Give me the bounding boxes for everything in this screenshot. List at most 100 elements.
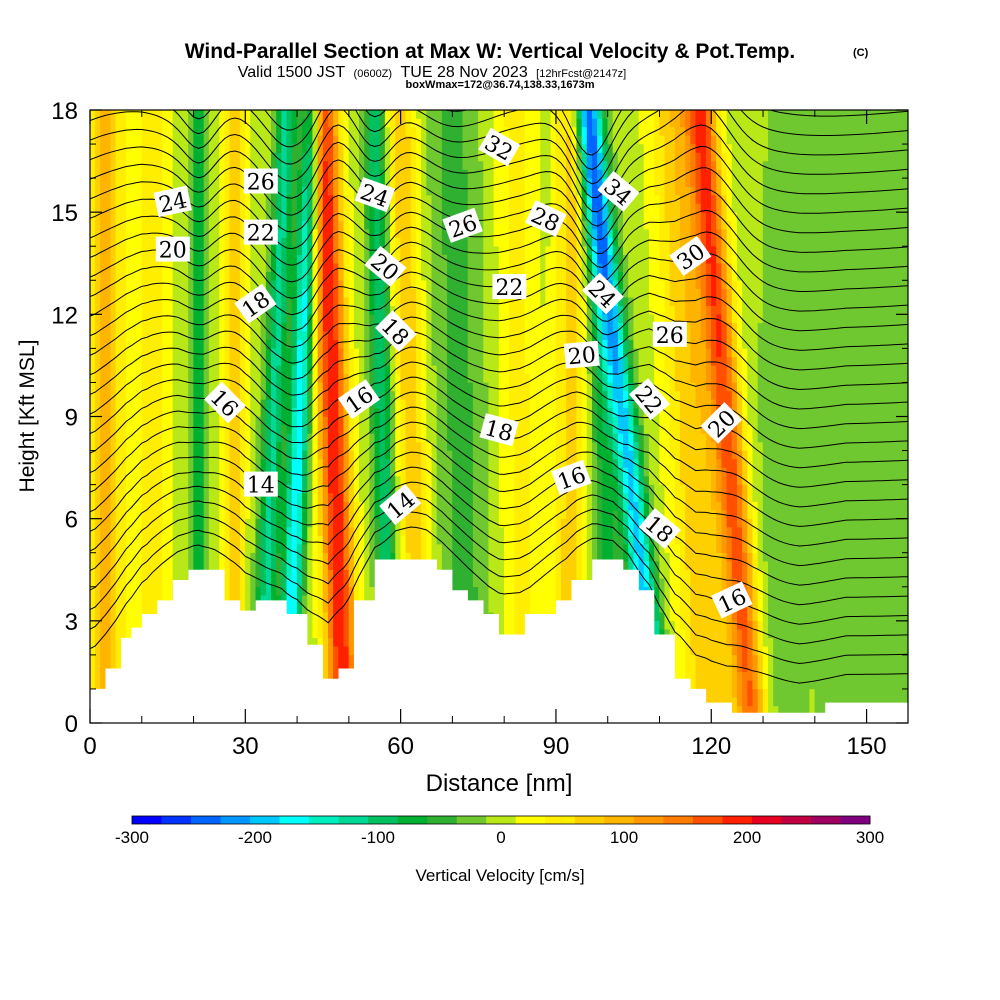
theta-contour-line [90, 241, 908, 312]
colorbar-tick-label: -100 [361, 828, 395, 847]
theta-label-box [581, 272, 624, 315]
theta-contour-line [90, 436, 908, 567]
theta-label-box [638, 508, 681, 550]
theta-label-box [628, 378, 670, 421]
chart-title: Wind-Parallel Section at Max W: Vertical… [185, 40, 796, 63]
colorbar-tick-label: 300 [856, 828, 884, 847]
colorbar-swatch [338, 816, 369, 824]
theta-contour-line [90, 496, 908, 645]
x-tick-label: 90 [543, 733, 570, 760]
x-tick-label: 60 [387, 733, 414, 760]
y-tick-label: 12 [51, 302, 78, 329]
valid-time-jst: Valid 1500 JST [238, 64, 346, 81]
colorbar-swatch [191, 816, 221, 824]
colorbar-swatch [604, 816, 635, 824]
box-wmax-line: boxWmax=172@36.74,138.33,1673m [406, 79, 595, 91]
theta-label-box [492, 274, 527, 300]
theta-label-box [379, 484, 422, 526]
theta-contour-line [90, 511, 908, 665]
theta-contour-line [90, 209, 908, 273]
theta-contour-line [90, 526, 908, 684]
theta-label-box [234, 283, 277, 324]
x-tick-label: 120 [691, 733, 731, 760]
theta-contour-line [90, 466, 908, 606]
theta-contour-line [90, 286, 908, 371]
x-tick-label: 0 [83, 733, 96, 760]
theta-contour-line [90, 481, 908, 625]
x-tick-label: 150 [847, 733, 887, 760]
theta-contour-line [90, 301, 908, 391]
y-axis-label: Height [Kft MSL] [16, 340, 39, 493]
colorbar-swatch [161, 816, 192, 824]
theta-contour-line [90, 331, 908, 430]
theta-contour-line [90, 167, 908, 241]
theta-label-box [525, 200, 567, 238]
valid-time-utc: (0600Z) [354, 68, 393, 80]
colorbar: -300 -200 -100 0 100 200 300 [115, 815, 884, 847]
theta-contour-line [90, 406, 908, 527]
theta-label-box [711, 581, 753, 619]
theta-label-text: 26 [247, 171, 275, 196]
theta-contour-line [90, 271, 908, 351]
y-tick-label: 3 [65, 609, 78, 636]
theta-contour-line [90, 346, 908, 449]
theta-label: 24 [153, 185, 192, 219]
colorbar-swatch [722, 816, 753, 824]
theta-label-box [551, 459, 592, 495]
theta-contour-line [90, 361, 908, 469]
colorbar-swatch [692, 816, 723, 824]
theta-label-box [204, 381, 246, 424]
colorbar-tick-label: 0 [496, 828, 505, 847]
colorbar-swatch [486, 816, 517, 824]
theta-label-box [354, 177, 396, 213]
theta-label-box [563, 340, 600, 369]
theta-contour-line [90, 421, 908, 547]
theta-contour-line [90, 124, 908, 213]
colorbar-swatch [840, 816, 871, 824]
colorbar-tick-label: -300 [115, 828, 149, 847]
theta-label: 22 [492, 274, 527, 301]
theta-label-box [243, 168, 278, 194]
theta-label-box [669, 236, 712, 276]
theta-label-text: 22 [247, 222, 275, 247]
theta-label-box [478, 127, 521, 167]
colorbar-frame [131, 815, 871, 825]
theta-label-text: 26 [656, 324, 684, 349]
y-tick-label: 18 [51, 98, 78, 125]
theta-label-box [364, 245, 407, 287]
theta-label-box [155, 236, 190, 262]
copyright-mark: (C) [853, 47, 869, 59]
y-tick-label: 15 [51, 200, 78, 227]
colorbar-label: Vertical Velocity [cm/s] [415, 866, 584, 885]
y-tick-label: 9 [65, 405, 78, 432]
theta-label-box [700, 402, 743, 444]
theta-label-box [337, 379, 381, 420]
theta-contour-line [90, 451, 908, 586]
theta-label-box [374, 310, 417, 352]
theta-label-box [243, 219, 278, 245]
colorbar-tick-label: 100 [610, 828, 638, 847]
theta-label: 20 [155, 236, 190, 264]
colorbar-swatch [397, 816, 428, 824]
colorbar-swatch [574, 816, 605, 824]
theta-contour-line [90, 188, 908, 255]
colorbar-swatch [751, 816, 782, 824]
forecast-run: [12hrFcst@2147z] [536, 68, 626, 80]
colorbar-swatch [132, 816, 162, 824]
theta-label-text: 20 [567, 343, 597, 370]
theta-label: 26 [442, 207, 483, 244]
theta-label-box [479, 413, 519, 447]
theta-label-box [442, 207, 483, 243]
colorbar-swatch [663, 816, 694, 824]
theta-contour-line [90, 226, 908, 292]
colorbar-swatch [545, 816, 576, 824]
colorbar-swatch [427, 816, 458, 824]
colorbar-tick-label: 200 [733, 828, 761, 847]
colorbar-swatch [250, 816, 280, 824]
colorbar-swatch [456, 816, 487, 824]
theta-contour-line [90, 316, 908, 410]
theta-label-text: 22 [495, 276, 523, 301]
x-axis-label: Distance [nm] [426, 770, 573, 797]
